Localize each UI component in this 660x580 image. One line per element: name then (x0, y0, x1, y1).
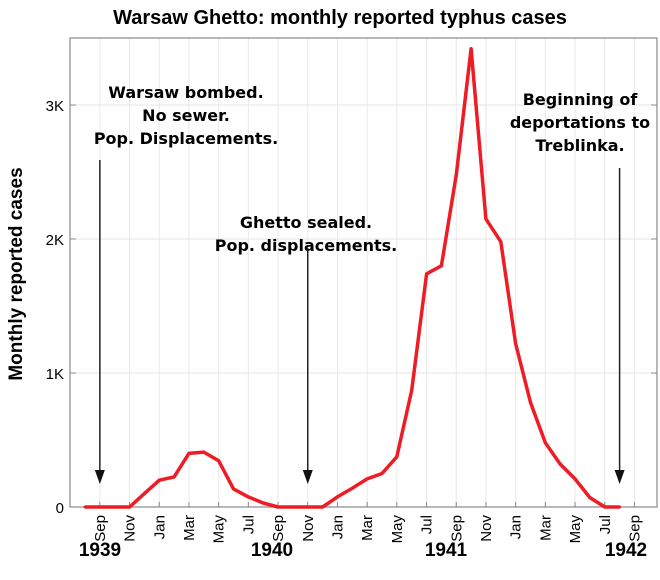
data-point-1941-11 (484, 217, 488, 221)
x-tick-label: Jul (419, 515, 436, 534)
data-point-1939-09 (98, 505, 102, 509)
data-point-1940-12 (321, 505, 325, 509)
x-tick-label: May (389, 515, 406, 544)
y-tick-label: 0 (56, 500, 64, 517)
x-tick-label: Mar (537, 515, 554, 541)
annotation: Ghetto sealed. Pop. displacements. (215, 213, 398, 484)
x-tick-label: Nov (300, 515, 317, 542)
data-point-1939-11 (128, 505, 132, 509)
y-ticks: 0 1K 2K 3K (46, 98, 657, 517)
x-tick-label: Jan (329, 515, 346, 539)
x-tick-label: May (567, 515, 584, 544)
year-label: 1942 (605, 540, 647, 561)
data-point-1939-08 (83, 505, 87, 509)
annotation: Warsaw bombed. No sewer. Pop. Displacement… (94, 83, 278, 484)
chart-title: Warsaw Ghetto: monthly reported typhus c… (113, 7, 567, 29)
annotation: Beginning of deportations to Treblinka. (510, 90, 650, 484)
arrow-head (302, 470, 313, 484)
data-point-1940-10 (291, 505, 295, 509)
data-point-1941-12 (499, 240, 503, 244)
annotation-text: Treblinka. (535, 136, 624, 155)
data-point-1941-06 (410, 388, 414, 392)
data-point-1940-01 (157, 478, 161, 482)
data-point-1940-09 (276, 505, 280, 509)
x-tick-label: Jan (508, 515, 525, 539)
data-point-1940-05 (217, 459, 221, 463)
data-point-1940-08 (261, 501, 265, 505)
data-point-1942-07 (603, 505, 607, 509)
year-label: 1941 (425, 540, 468, 561)
data-point-1941-10 (469, 47, 473, 51)
data-point-1940-07 (246, 495, 250, 499)
plot-frame (69, 37, 658, 508)
data-point-1941-05 (395, 455, 399, 459)
x-tick-label: Jul (597, 515, 614, 534)
data-point-1941-01 (335, 495, 339, 499)
data-point-1941-02 (350, 486, 354, 490)
x-ticks: Sep Nov Jan Mar May Jul Sep Nov Jan Mar May Jul Sep N… (92, 502, 643, 544)
x-tick-label: Jan (151, 515, 168, 539)
year-label: 1940 (251, 540, 293, 561)
x-tick-label: Nov (122, 515, 139, 542)
x-tick-label: Mar (359, 515, 376, 541)
x-tick-label: Sep (270, 515, 287, 542)
data-point-1941-07 (425, 272, 429, 276)
x-tick-label: Sep (448, 515, 465, 542)
arrow-head (614, 470, 625, 484)
data-point-1940-06 (232, 487, 235, 491)
x-tick-label: Mar (181, 515, 198, 541)
data-point-1942-01 (514, 342, 518, 346)
annotation-text: Beginning of (523, 90, 639, 109)
grid (70, 38, 657, 507)
data-point-1942-04 (558, 462, 562, 466)
data-point-1941-03 (365, 477, 369, 481)
x-tick-label: May (211, 515, 228, 544)
year-labels: 1939 1940 1941 1942 (79, 540, 647, 561)
annotation-text: deportations to (510, 113, 650, 132)
annotation-text: Pop. Displacements. (94, 129, 278, 148)
annotation-text: Pop. displacements. (215, 236, 398, 255)
annotations: Warsaw bombed. No sewer. Pop. Displacement… (94, 83, 650, 484)
data-points (83, 47, 622, 509)
annotation-text: Warsaw bombed. (108, 83, 263, 102)
data-point-1942-03 (543, 441, 547, 445)
x-tick-label: Nov (478, 515, 495, 542)
x-tick-label: Sep (626, 515, 643, 542)
year-label: 1939 (79, 540, 121, 561)
data-point-1940-02 (172, 475, 176, 479)
data-point-1942-02 (529, 400, 532, 404)
annotation-text: No sewer. (142, 106, 230, 125)
data-point-1941-08 (439, 264, 443, 268)
data-point-1942-05 (573, 477, 577, 481)
data-point-1939-12 (142, 492, 146, 496)
data-point-1940-11 (306, 505, 310, 509)
data-point-1942-08 (618, 505, 622, 509)
data-point-1942-06 (588, 496, 592, 500)
data-point-1941-09 (454, 173, 458, 177)
x-tick-label: Jul (240, 515, 257, 534)
y-tick-label: 1K (46, 366, 64, 383)
y-tick-label: 2K (46, 232, 64, 249)
annotation-text: Ghetto sealed. (240, 213, 372, 232)
arrow-head (94, 470, 105, 484)
y-tick-label: 3K (46, 98, 64, 115)
data-point-1941-04 (380, 472, 384, 475)
data-point-1940-04 (202, 450, 206, 454)
data-point-1940-03 (187, 451, 191, 455)
y-axis-label: Monthly reported cases (6, 167, 27, 380)
data-point-1939-10 (113, 505, 117, 509)
x-tick-label: Sep (92, 515, 109, 542)
